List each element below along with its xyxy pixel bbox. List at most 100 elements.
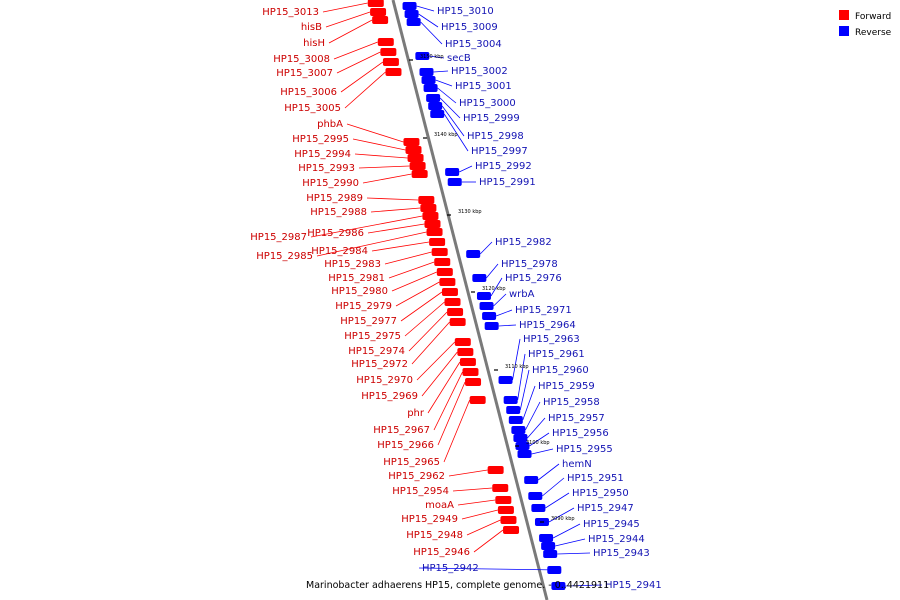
reverse-gene-box <box>404 10 419 18</box>
forward-gene-box <box>377 38 394 46</box>
reverse-gene-label: HP15_2961 <box>528 349 585 360</box>
forward-gene-label: HP15_2974 <box>348 346 405 357</box>
forward-gene-connector <box>421 351 458 397</box>
reverse-gene-connector <box>512 338 521 381</box>
forward-gene-connector <box>466 519 501 536</box>
scale-tick-label: 3150 kbp <box>420 54 444 60</box>
forward-gene-box <box>372 16 389 24</box>
legend-reverse-label: Reverse <box>855 28 892 38</box>
forward-gene-box <box>409 162 426 170</box>
forward-gene-connector <box>461 509 498 520</box>
forward-gene-box <box>418 196 435 204</box>
reverse-gene-label: HP15_2951 <box>567 473 624 484</box>
forward-gene-label: HP15_2989 <box>306 193 363 204</box>
reverse-gene-connector <box>418 567 562 571</box>
reverse-gene-connector <box>555 538 586 547</box>
forward-gene-connector <box>358 165 410 169</box>
forward-gene-connector <box>443 399 471 463</box>
reverse-gene-label: HP15_2956 <box>552 428 609 439</box>
forward-gene-label: HP15_2966 <box>377 440 434 451</box>
forward-gene-box <box>492 484 509 492</box>
forward-gene-box <box>439 278 456 286</box>
reverse-gene-label: HP15_2964 <box>519 320 576 331</box>
reverse-gene-label: HP15_3000 <box>459 98 516 109</box>
reverse-gene-label: HP15_2958 <box>543 397 600 408</box>
reverse-gene-label: HP15_2982 <box>495 237 552 248</box>
reverse-gene-label: secB <box>447 53 471 64</box>
reverse-gene-box <box>447 178 462 186</box>
reverse-gene-label: HP15_2976 <box>505 273 562 284</box>
reverse-gene-label: HP15_2997 <box>471 146 528 157</box>
reverse-gene-box <box>476 292 491 300</box>
reverse-gene-label: HP15_2941 <box>605 580 662 591</box>
reverse-gene-box <box>513 434 528 442</box>
scale-ticks: 3150 kbp 3140 kbp 3130 kbp 3120 kbp 3110 kbp… <box>409 54 575 523</box>
reverse-gene-box <box>515 442 530 450</box>
forward-gene-connector <box>336 51 381 74</box>
scale-tick-label: 3140 kbp <box>434 132 458 138</box>
forward-gene-connector <box>427 361 461 414</box>
scale-tick-label: 3110 kbp <box>505 364 529 370</box>
reverse-gene-box <box>539 534 554 542</box>
reverse-gene-box <box>484 322 499 330</box>
reverse-gene-box <box>426 94 441 102</box>
reverse-gene-box <box>543 550 558 558</box>
forward-gene-label: HP15_2987 <box>250 232 307 243</box>
forward-gene-connector <box>408 311 448 352</box>
reverse-gene-connector <box>522 385 536 421</box>
forward-gene-connector <box>416 341 456 381</box>
forward-gene-connector <box>395 281 440 307</box>
forward-gene-box <box>447 308 464 316</box>
reverse-gene-connector <box>517 353 526 401</box>
reverse-gene-label: wrbA <box>509 289 535 300</box>
reverse-gene-box <box>528 492 543 500</box>
reverse-gene-box <box>479 302 494 310</box>
forward-gene-label: HP15_2979 <box>335 301 392 312</box>
forward-gene-box <box>405 146 422 154</box>
forward-gene-connector <box>391 271 437 292</box>
reverse-gene-connector <box>433 70 449 73</box>
forward-gene-connector <box>352 138 406 151</box>
forward-gene-box <box>487 466 504 474</box>
forward-gene-label: HP15_3013 <box>262 7 319 18</box>
reverse-gene-connector <box>529 432 550 447</box>
forward-gene-label: HP15_2981 <box>328 273 385 284</box>
legend-forward-label: Forward <box>855 12 891 22</box>
reverse-gene-label: HP15_3001 <box>455 81 512 92</box>
reverse-gene-label: HP15_2959 <box>538 381 595 392</box>
forward-gene-label: moaA <box>425 500 454 511</box>
forward-gene-label: HP15_3006 <box>280 87 337 98</box>
reverse-gene-label: HP15_2945 <box>583 519 640 530</box>
scale-tick-label: 3120 kbp <box>482 286 506 292</box>
forward-gene-box <box>449 318 466 326</box>
reverse-gene-label: HP15_2942 <box>422 563 479 574</box>
reverse-gene-connector <box>437 87 457 104</box>
forward-gene-connector <box>322 2 368 13</box>
forward-gene-label: HP15_3005 <box>284 103 341 114</box>
reverse-gene-box <box>506 406 521 414</box>
reverse-gene-connector <box>418 13 439 28</box>
scale-tick-label: 3130 kbp <box>458 209 482 215</box>
forward-gene-box <box>469 396 486 404</box>
reverse-gene-box <box>421 76 436 84</box>
reverse-gene-box <box>445 168 460 176</box>
forward-gene-connector <box>437 381 466 446</box>
forward-gene-box <box>497 506 514 514</box>
reverse-gene-box <box>511 426 526 434</box>
forward-gene-label: HP15_2967 <box>373 425 430 436</box>
reverse-gene-label: HP15_2963 <box>523 334 580 345</box>
forward-gene-box <box>367 0 384 7</box>
reverse-gene-box <box>472 274 487 282</box>
reverse-gene-label: HP15_2971 <box>515 305 572 316</box>
reverse-gene-label: HP15_2947 <box>577 503 634 514</box>
reverse-gene-connector <box>537 463 560 481</box>
forward-gene-connector <box>316 231 427 257</box>
forward-gene-connector <box>404 301 445 337</box>
reverse-gene-box <box>531 504 546 512</box>
forward-gene-label: HP15_2965 <box>383 457 440 468</box>
reverse-gene-connector <box>416 5 435 12</box>
forward-gene-connector <box>328 19 373 44</box>
reverse-gene-connector <box>420 21 443 45</box>
forward-gene-box <box>382 58 399 66</box>
forward-gene-label: phr <box>407 408 425 419</box>
